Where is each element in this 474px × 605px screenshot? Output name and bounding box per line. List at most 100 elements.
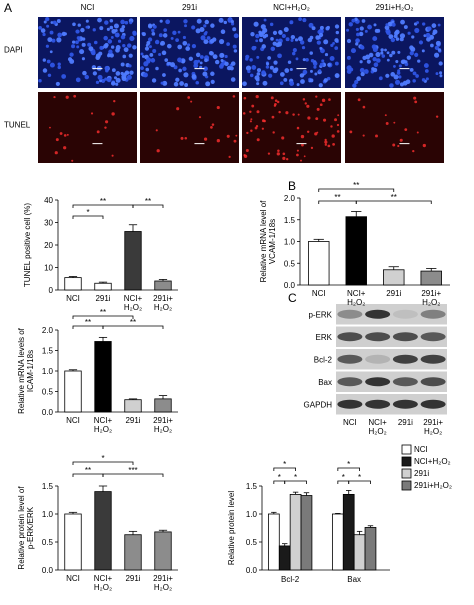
cell <box>230 61 236 66</box>
cell <box>323 39 329 45</box>
cell <box>115 71 121 76</box>
bar <box>364 527 377 571</box>
cell <box>255 33 260 39</box>
cell <box>425 77 429 81</box>
cell <box>214 59 220 65</box>
cell <box>72 40 76 44</box>
y-tick-label: 1.5 <box>284 216 296 225</box>
cell <box>296 149 299 152</box>
cell <box>191 43 197 49</box>
legend-label: NCI+H₂O₂ <box>414 457 451 466</box>
cell <box>90 112 94 115</box>
x-tick-label: 291i <box>386 289 401 298</box>
y-tick-label: 2.0 <box>42 326 54 335</box>
x-tick-label: NCI+ H₂O₂ <box>347 289 366 307</box>
cell <box>258 32 264 38</box>
cell <box>301 46 306 50</box>
scale-bar <box>194 68 205 70</box>
y-tick-label: 40 <box>44 196 53 205</box>
cell <box>321 59 325 63</box>
cell <box>144 46 150 51</box>
cell <box>191 25 196 30</box>
cell <box>391 22 396 27</box>
cell <box>117 39 122 43</box>
legend-label: 291i <box>414 469 429 478</box>
cell <box>414 100 418 104</box>
cell <box>59 132 63 135</box>
cell <box>54 151 58 155</box>
cell <box>318 32 324 38</box>
cell <box>334 118 337 122</box>
bar <box>289 493 302 571</box>
cell <box>324 140 328 144</box>
bar <box>94 341 112 413</box>
cell <box>280 72 285 77</box>
cell <box>129 70 134 75</box>
cell <box>85 25 89 29</box>
cell <box>292 48 297 53</box>
y-tick-label: 0.0 <box>42 566 54 575</box>
panel-label: C <box>288 291 297 305</box>
column-header: 291i+H₂O₂ <box>375 3 413 12</box>
cell <box>183 19 188 24</box>
cell <box>123 47 129 53</box>
cell <box>230 22 235 26</box>
cell <box>127 43 132 48</box>
y-axis-label: Relative protein level ofp-ERK/ERK <box>17 486 35 570</box>
cell <box>435 115 439 118</box>
cell <box>399 138 403 142</box>
cell <box>145 67 150 72</box>
cell <box>245 65 252 71</box>
cell <box>216 139 220 143</box>
cell <box>285 37 290 42</box>
cell <box>322 118 327 122</box>
cell <box>152 24 157 29</box>
cell <box>438 61 443 66</box>
cell <box>394 29 400 35</box>
cell <box>224 54 228 59</box>
cell <box>226 65 232 71</box>
cell <box>278 110 281 114</box>
sig-bracket <box>355 200 432 204</box>
cell <box>351 18 356 23</box>
cell <box>303 155 306 158</box>
cell <box>318 28 324 35</box>
y-tick-label: 0.5 <box>42 388 54 397</box>
cell <box>363 69 369 74</box>
cell <box>184 24 187 28</box>
cell <box>166 43 172 49</box>
cell <box>46 59 51 64</box>
sig-label: * <box>101 454 104 463</box>
cell <box>256 68 262 73</box>
cell <box>219 52 225 58</box>
blot-band <box>420 377 446 387</box>
cell <box>40 28 46 33</box>
cell <box>367 24 372 30</box>
cell <box>261 44 267 49</box>
cell <box>79 49 85 55</box>
cell <box>140 52 144 56</box>
cell <box>150 58 156 63</box>
cell <box>354 17 358 21</box>
cell <box>187 43 191 47</box>
cell <box>386 30 391 35</box>
cell <box>311 26 316 31</box>
cell <box>92 28 96 32</box>
cell <box>423 34 427 38</box>
sig-label: ** <box>334 193 340 202</box>
blot-column-label: 291i+ H₂O₂ <box>423 418 443 436</box>
blot-band <box>420 354 446 364</box>
cell <box>355 38 360 44</box>
cell <box>267 56 272 60</box>
sig-label: * <box>342 473 345 482</box>
sig-label: ** <box>100 308 106 317</box>
y-tick-label: 1.0 <box>246 510 258 519</box>
cell <box>319 25 324 30</box>
cell <box>327 144 331 148</box>
cell <box>277 149 280 152</box>
cell <box>403 25 408 30</box>
bar <box>383 269 405 286</box>
cell <box>398 75 402 79</box>
bar <box>124 399 142 413</box>
